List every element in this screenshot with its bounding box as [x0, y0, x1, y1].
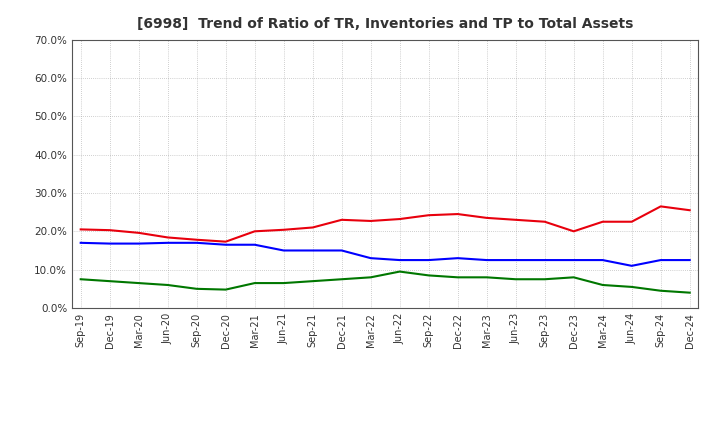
Inventories [308, 248, 317, 253]
Trade Payables [135, 280, 143, 286]
Trade Receivables [511, 217, 520, 223]
Trade Payables [76, 277, 85, 282]
Trade Payables [511, 277, 520, 282]
Trade Payables [338, 277, 346, 282]
Trade Payables [366, 275, 375, 280]
Trade Payables [105, 279, 114, 284]
Inventories [454, 256, 462, 261]
Trade Payables [424, 273, 433, 278]
Trade Receivables [76, 227, 85, 232]
Inventories [366, 256, 375, 261]
Inventories [570, 257, 578, 263]
Inventories [685, 257, 694, 263]
Inventories [395, 257, 404, 263]
Trade Payables [627, 284, 636, 290]
Inventories [76, 240, 85, 246]
Inventories [135, 241, 143, 246]
Trade Receivables [105, 227, 114, 233]
Inventories [482, 257, 491, 263]
Trade Receivables [454, 211, 462, 216]
Inventories [251, 242, 259, 247]
Trade Receivables [279, 227, 288, 232]
Trade Receivables [338, 217, 346, 223]
Trade Receivables [221, 239, 230, 244]
Inventories [657, 257, 665, 263]
Trade Receivables [570, 229, 578, 234]
Trade Payables [221, 287, 230, 292]
Trade Payables [279, 280, 288, 286]
Inventories [163, 240, 172, 246]
Line: Trade Receivables: Trade Receivables [81, 206, 690, 242]
Trade Payables [163, 282, 172, 288]
Inventories [627, 263, 636, 268]
Trade Receivables [657, 204, 665, 209]
Inventories [338, 248, 346, 253]
Inventories [598, 257, 607, 263]
Trade Receivables [482, 215, 491, 220]
Trade Receivables [251, 229, 259, 234]
Inventories [541, 257, 549, 263]
Trade Receivables [541, 219, 549, 224]
Trade Receivables [163, 235, 172, 240]
Trade Payables [541, 277, 549, 282]
Trade Payables [598, 282, 607, 288]
Trade Payables [685, 290, 694, 295]
Inventories [221, 242, 230, 247]
Trade Receivables [685, 208, 694, 213]
Inventories [105, 241, 114, 246]
Trade Payables [395, 269, 404, 274]
Trade Payables [251, 280, 259, 286]
Trade Receivables [366, 218, 375, 224]
Trade Payables [308, 279, 317, 284]
Inventories [424, 257, 433, 263]
Trade Receivables [135, 230, 143, 235]
Trade Receivables [192, 237, 201, 242]
Inventories [511, 257, 520, 263]
Trade Payables [454, 275, 462, 280]
Trade Payables [192, 286, 201, 291]
Inventories [192, 240, 201, 246]
Line: Inventories: Inventories [81, 243, 690, 266]
Title: [6998]  Trend of Ratio of TR, Inventories and TP to Total Assets: [6998] Trend of Ratio of TR, Inventories… [137, 18, 634, 32]
Trade Receivables [598, 219, 607, 224]
Trade Receivables [308, 225, 317, 230]
Trade Payables [482, 275, 491, 280]
Trade Receivables [395, 216, 404, 222]
Trade Receivables [627, 219, 636, 224]
Trade Payables [570, 275, 578, 280]
Trade Payables [657, 288, 665, 293]
Trade Receivables [424, 213, 433, 218]
Line: Trade Payables: Trade Payables [81, 271, 690, 293]
Inventories [279, 248, 288, 253]
